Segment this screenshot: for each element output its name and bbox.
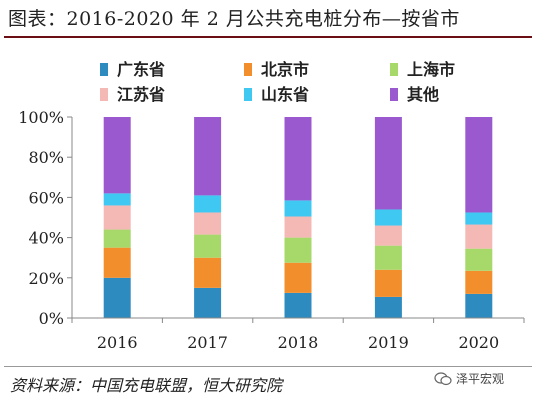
source-divider <box>4 366 532 367</box>
bar-segment <box>465 248 493 271</box>
x-tick-label: 2020 <box>458 333 499 352</box>
y-tick-label: 0% <box>39 309 64 328</box>
y-tick-label: 40% <box>28 229 64 248</box>
legend-label: 上海市 <box>407 60 455 79</box>
x-tick-label: 2016 <box>97 333 138 352</box>
bar-segment <box>194 287 222 318</box>
legend-swatch <box>244 63 252 76</box>
legend-swatch <box>390 63 398 76</box>
wechat-icon <box>434 371 452 385</box>
bar-segment <box>465 224 493 249</box>
y-tick-label: 60% <box>28 188 64 207</box>
y-tick-label: 20% <box>28 269 64 288</box>
bar-segment <box>194 257 222 288</box>
watermark-text: 泽平宏观 <box>456 372 505 386</box>
bar-segment <box>465 270 493 294</box>
bar-segment <box>374 269 402 297</box>
bar-segment <box>465 293 493 318</box>
legend-label: 北京市 <box>261 60 309 79</box>
legend-label: 广东省 <box>117 60 165 79</box>
bar-segment <box>103 205 131 230</box>
bar-segment <box>194 117 222 196</box>
bar-segment <box>194 195 222 213</box>
x-tick-label: 2017 <box>187 333 228 352</box>
y-tick-label: 80% <box>28 148 64 167</box>
bar-segment <box>374 117 402 210</box>
bar-segment <box>194 212 222 235</box>
bar-segment <box>284 237 312 263</box>
y-tick-label: 100% <box>18 108 64 127</box>
bar-segment <box>374 209 402 226</box>
title-divider <box>4 36 532 38</box>
bar-segment <box>194 234 222 258</box>
bar-segment <box>284 216 312 238</box>
bar-segment <box>374 245 402 270</box>
x-tick-label: 2019 <box>368 333 409 352</box>
bar-segment <box>284 292 312 318</box>
bar-segment <box>284 117 312 201</box>
bar-segment <box>103 117 131 194</box>
bar-segment <box>103 247 131 278</box>
bar-segment <box>103 277 131 318</box>
legend-label: 山东省 <box>261 85 309 104</box>
legend-swatch <box>244 88 252 101</box>
legend-swatch <box>100 88 108 101</box>
bar-segment <box>465 117 493 213</box>
chart-title: 图表：2016-2020 年 2 月公共充电桩分布—按省市 <box>8 8 460 30</box>
bar-segment <box>465 212 493 225</box>
legend-label: 江苏省 <box>117 85 165 104</box>
bar-area: 2016 2017 2018 2019 2020 <box>97 117 499 352</box>
x-tick-label: 2018 <box>278 333 319 352</box>
bar-segment <box>374 225 402 246</box>
chart-axes: 0% 20% 40% 60% 80% 100% <box>18 108 525 328</box>
bar-segment <box>284 262 312 293</box>
legend-swatch <box>100 63 108 76</box>
bar-segment <box>284 200 312 217</box>
legend-swatch <box>390 88 398 101</box>
bar-segment <box>103 229 131 248</box>
legend-label: 其他 <box>407 85 439 104</box>
watermark: 泽平宏观 <box>434 370 504 387</box>
source-note: 资料来源：中国充电联盟，恒大研究院 <box>10 376 283 395</box>
bar-segment <box>103 193 131 206</box>
bar-segment <box>374 296 402 318</box>
